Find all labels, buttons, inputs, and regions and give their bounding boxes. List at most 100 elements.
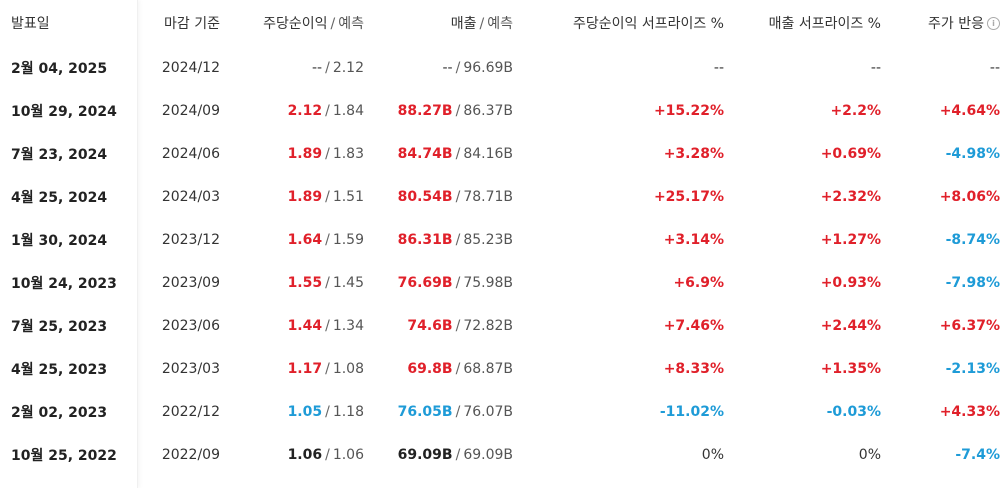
eps-actual: 1.06 — [287, 446, 323, 463]
revenue-forecast: 76.07B — [463, 403, 513, 420]
table-row[interactable]: 1월 30, 2024 2023/12 1.64/1.59 86.31B/85.23B… — [0, 218, 1000, 261]
eps-forecast: 1.51 — [332, 188, 364, 205]
table-row[interactable]: 4월 25, 2023 2023/03 1.17/1.08 69.8B/68.87B +… — [0, 347, 1000, 390]
revenue-cell: 86.31B/85.23B — [364, 218, 513, 261]
release-date: 4월 25, 2023 — [11, 361, 108, 378]
table-row[interactable]: 7월 23, 2024 2024/06 1.89/1.83 84.74B/84.16B… — [0, 132, 1000, 175]
revenue-forecast: 69.09B — [463, 446, 513, 463]
value-separator: / — [455, 446, 461, 463]
revenue-surprise: +2.2% — [830, 102, 881, 119]
eps-surprise: +25.17% — [653, 188, 724, 205]
value-separator: / — [325, 274, 330, 291]
sticky-date-column — [0, 0, 138, 488]
eps-actual: 1.89 — [287, 145, 323, 162]
eps-actual: 1.17 — [287, 360, 323, 377]
revenue-surprise: +2.44% — [820, 317, 881, 334]
revenue-actual: 76.69B — [397, 274, 453, 291]
revenue-cell: 84.74B/84.16B — [364, 132, 513, 175]
eps-cell: 1.55/1.45 — [220, 261, 364, 304]
revenue-actual: 84.74B — [397, 145, 453, 162]
value-separator: / — [455, 274, 461, 291]
eps-surprise: +7.46% — [663, 317, 724, 334]
eps-surprise: +8.33% — [663, 360, 724, 377]
value-separator: / — [325, 231, 330, 248]
table-row[interactable]: 10월 29, 2024 2024/09 2.12/1.84 88.27B/86.37… — [0, 89, 1000, 132]
eps-cell: 1.89/1.83 — [220, 132, 364, 175]
eps-cell: 1.89/1.51 — [220, 175, 364, 218]
value-separator: / — [455, 317, 461, 334]
period-end: 2024/09 — [161, 102, 220, 119]
period-end: 2024/12 — [161, 59, 220, 76]
header-revenue[interactable]: 매출 / 예측 — [364, 0, 513, 46]
revenue-surprise: +0.93% — [820, 274, 881, 291]
header-price-reaction[interactable]: 주가 반응 i — [881, 0, 1000, 46]
release-date: 10월 25, 2022 — [11, 447, 117, 464]
header-eps[interactable]: 주당순이익 / 예측 — [220, 0, 364, 46]
header-eps-surprise[interactable]: 주당순이익 서프라이즈 % — [572, 16, 724, 32]
price-reaction: -4.98% — [945, 145, 1000, 162]
revenue-actual: 69.09B — [397, 446, 453, 463]
info-icon[interactable]: i — [987, 17, 1000, 30]
eps-actual: 1.89 — [287, 188, 323, 205]
revenue-surprise: +1.27% — [820, 231, 881, 248]
header-separator: / — [479, 16, 485, 32]
eps-surprise: +3.14% — [663, 231, 724, 248]
header-eps-forecast-label: 예측 — [338, 16, 364, 32]
table-row[interactable]: 10월 24, 2023 2023/09 1.55/1.45 76.69B/75.98… — [0, 261, 1000, 304]
eps-cell: 1.44/1.34 — [220, 304, 364, 347]
header-release-date[interactable]: 발표일 — [11, 16, 50, 32]
table-row[interactable]: 2월 02, 2023 2022/12 1.05/1.18 76.05B/76.07B… — [0, 390, 1000, 433]
revenue-actual: 80.54B — [397, 188, 453, 205]
period-end: 2024/03 — [161, 188, 220, 205]
eps-forecast: 1.34 — [332, 317, 364, 334]
value-separator: / — [325, 59, 330, 76]
eps-actual: -- — [312, 59, 323, 76]
revenue-surprise: +0.69% — [820, 145, 881, 162]
value-separator: / — [325, 102, 330, 119]
price-reaction: -2.13% — [945, 360, 1000, 377]
value-separator: / — [455, 145, 461, 162]
revenue-forecast: 85.23B — [463, 231, 513, 248]
price-reaction: -- — [989, 59, 1000, 76]
eps-surprise: +15.22% — [653, 102, 724, 119]
table-row[interactable]: 10월 25, 2022 2022/09 1.06/1.06 69.09B/69.09… — [0, 433, 1000, 476]
header-revenue-forecast-label: 예측 — [487, 16, 513, 32]
revenue-actual: -- — [442, 59, 453, 76]
header-revenue-surprise[interactable]: 매출 서프라이즈 % — [768, 16, 881, 32]
price-reaction: +6.37% — [939, 317, 1000, 334]
value-separator: / — [455, 231, 461, 248]
eps-cell: 1.06/1.06 — [220, 433, 364, 476]
table-row[interactable]: 2월 04, 2025 2024/12 --/2.12 --/96.69B -- -- -- — [0, 46, 1000, 89]
eps-surprise: +3.28% — [663, 145, 724, 162]
eps-surprise: +6.9% — [673, 274, 724, 291]
revenue-surprise: +1.35% — [820, 360, 881, 377]
value-separator: / — [455, 188, 461, 205]
table-body: 2월 04, 2025 2024/12 --/2.12 --/96.69B -- -- --… — [0, 46, 1000, 476]
eps-surprise: -- — [713, 59, 724, 76]
price-reaction: -7.98% — [945, 274, 1000, 291]
price-reaction: +4.64% — [939, 102, 1000, 119]
revenue-cell: 69.09B/69.09B — [364, 433, 513, 476]
revenue-cell: 76.69B/75.98B — [364, 261, 513, 304]
table-row[interactable]: 4월 25, 2024 2024/03 1.89/1.51 80.54B/78.71B… — [0, 175, 1000, 218]
eps-forecast: 1.83 — [332, 145, 364, 162]
revenue-forecast: 72.82B — [463, 317, 513, 334]
header-revenue-label: 매출 — [450, 16, 477, 32]
revenue-surprise: -0.03% — [826, 403, 881, 420]
header-period-end[interactable]: 마감 기준 — [164, 16, 220, 32]
eps-forecast: 1.18 — [332, 403, 364, 420]
eps-forecast: 1.84 — [332, 102, 364, 119]
value-separator: / — [455, 59, 461, 76]
revenue-surprise: +2.32% — [820, 188, 881, 205]
revenue-actual: 74.6B — [407, 317, 453, 334]
revenue-cell: 69.8B/68.87B — [364, 347, 513, 390]
eps-cell: --/2.12 — [220, 46, 364, 89]
release-date: 1월 30, 2024 — [11, 232, 108, 249]
period-end: 2022/12 — [161, 403, 220, 420]
table-row[interactable]: 7월 25, 2023 2023/06 1.44/1.34 74.6B/72.82B +… — [0, 304, 1000, 347]
price-reaction: -7.4% — [955, 446, 1000, 463]
eps-actual: 1.44 — [287, 317, 323, 334]
eps-forecast: 2.12 — [332, 59, 364, 76]
revenue-actual: 69.8B — [407, 360, 453, 377]
